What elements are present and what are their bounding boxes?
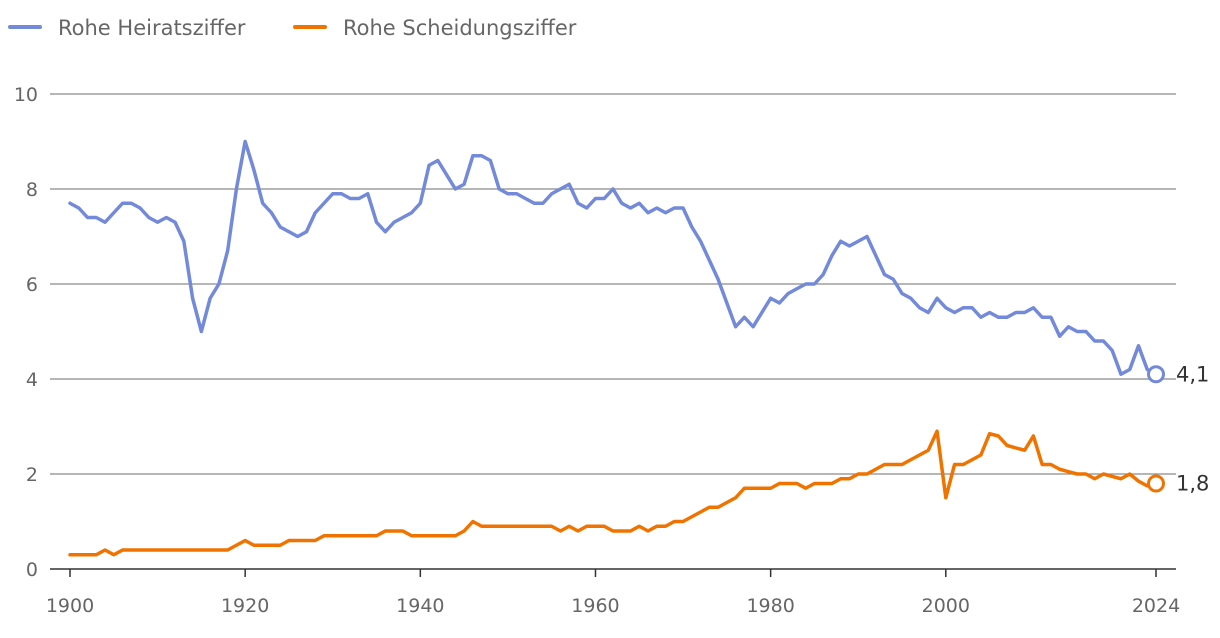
series-layer: 4,1 1,8 [68,139,1209,557]
end-value-label-divorce: 1,8 [1176,472,1209,496]
x-tick-label: 1960 [571,595,619,617]
y-tick-label: 0 [26,559,38,581]
y-tick-label: 4 [26,369,38,391]
x-tick-label: 1980 [746,595,794,617]
y-tick-label: 2 [26,464,38,486]
legend-item-divorce[interactable]: Rohe Scheidungsziffer [293,16,577,40]
legend-label-divorce: Rohe Scheidungsziffer [343,16,577,40]
y-tick-label: 10 [14,84,38,106]
x-tick-label: 1940 [396,595,444,617]
x-tick-label: 1900 [46,595,94,617]
x-tick-label: 2024 [1132,595,1180,617]
y-tick-label: 8 [26,179,38,201]
end-marker-marriage[interactable] [1147,365,1165,384]
x-tick-label: 2000 [922,595,970,617]
series-line-divorce [68,429,1158,557]
end-value-label-marriage: 4,1 [1176,362,1209,386]
legend: Rohe Heiratsziffer Rohe Scheidungsziffer [8,16,577,40]
series-line-marriage [68,139,1158,376]
x-tick-label: 1920 [221,595,269,617]
y-tick-label: 6 [26,274,38,296]
end-marker-divorce[interactable] [1147,474,1165,493]
legend-item-marriage[interactable]: Rohe Heiratsziffer [8,16,246,40]
y-axis: 0 2 4 6 8 10 [14,84,38,581]
x-axis: 1900 1920 1940 1960 1980 2000 2024 [46,568,1180,617]
legend-label-marriage: Rohe Heiratsziffer [58,16,246,40]
